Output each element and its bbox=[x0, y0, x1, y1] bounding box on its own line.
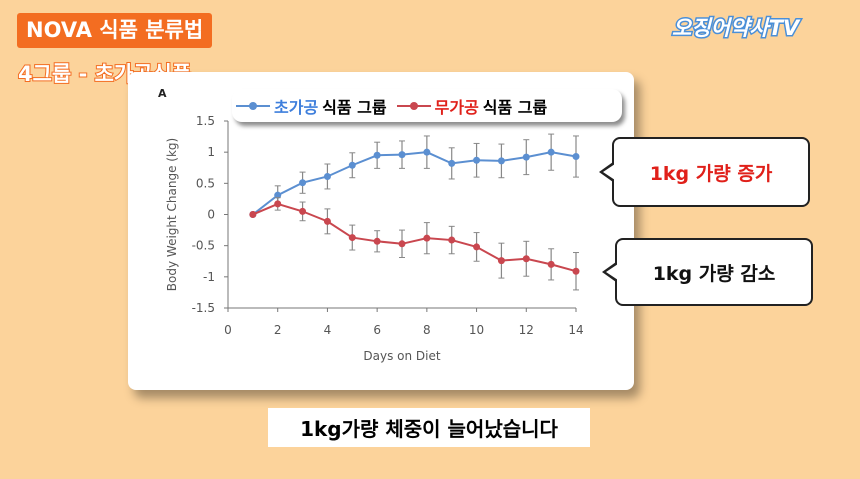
data-point bbox=[373, 151, 381, 159]
data-point bbox=[448, 236, 456, 244]
data-point bbox=[299, 179, 307, 187]
data-point bbox=[497, 157, 505, 165]
data-point bbox=[473, 156, 481, 164]
data-point bbox=[348, 161, 356, 169]
x-tick-label: 10 bbox=[469, 323, 484, 337]
caption: 1kg가량 체중이 늘어났습니다 bbox=[268, 408, 590, 447]
y-tick-label: 1 bbox=[207, 145, 215, 159]
y-tick-label: 0 bbox=[207, 208, 215, 222]
data-point bbox=[348, 234, 356, 242]
legend-marker-blue bbox=[236, 101, 270, 110]
legend: 초가공 식품 그룹 무가공 식품 그룹 bbox=[232, 89, 622, 122]
data-point bbox=[497, 257, 505, 265]
chart-card bbox=[128, 72, 634, 390]
data-point bbox=[572, 153, 580, 161]
legend-label: 식품 그룹 bbox=[482, 97, 548, 117]
data-point bbox=[323, 217, 331, 225]
x-tick-label: 2 bbox=[274, 323, 282, 337]
callout-gain: 1kg 가량 증가 bbox=[599, 137, 810, 207]
x-tick-label: 8 bbox=[423, 323, 431, 337]
panel-label: A bbox=[158, 87, 167, 100]
y-tick-label: -1 bbox=[203, 270, 215, 284]
x-tick-label: 12 bbox=[519, 323, 534, 337]
legend-item-processed: 초가공 식품 그룹 bbox=[236, 94, 387, 118]
legend-label: 식품 그룹 bbox=[322, 97, 387, 117]
data-point bbox=[373, 237, 381, 245]
data-point bbox=[274, 191, 282, 199]
data-point bbox=[398, 151, 406, 159]
data-point bbox=[274, 200, 282, 208]
y-tick-label: -0.5 bbox=[192, 239, 215, 253]
data-point bbox=[547, 148, 555, 156]
data-point bbox=[448, 159, 456, 167]
data-point bbox=[522, 255, 530, 263]
data-point bbox=[423, 234, 431, 242]
x-tick-label: 0 bbox=[224, 323, 232, 337]
callout-loss: 1kg 가량 감소 bbox=[602, 238, 813, 306]
channel-logo: 오징어약사TV bbox=[670, 15, 800, 42]
legend-item-unprocessed: 무가공 식품 그룹 bbox=[396, 94, 548, 118]
data-point bbox=[473, 243, 481, 251]
data-point bbox=[423, 148, 431, 156]
legend-highlight: 무가공 bbox=[434, 97, 479, 117]
x-tick-label: 14 bbox=[568, 323, 583, 337]
series-line-0 bbox=[252, 151, 577, 216]
page-title: NOVA 식품 분류법 bbox=[17, 13, 213, 48]
legend-marker-red bbox=[396, 101, 431, 110]
x-axis-label: Days on Diet bbox=[363, 349, 440, 363]
y-tick-label: 1.5 bbox=[196, 114, 215, 128]
legend-highlight: 초가공 bbox=[274, 97, 319, 117]
x-tick-label: 4 bbox=[324, 323, 332, 337]
y-tick-label: -1.5 bbox=[192, 301, 215, 315]
data-point bbox=[522, 153, 530, 161]
y-axis-label: Body Weight Change (kg) bbox=[165, 138, 179, 291]
x-tick-label: 6 bbox=[373, 323, 381, 337]
data-point bbox=[572, 267, 580, 275]
data-point bbox=[547, 260, 555, 268]
data-point bbox=[398, 240, 406, 248]
data-point bbox=[249, 211, 257, 218]
data-point bbox=[323, 172, 331, 180]
y-tick-label: 0.5 bbox=[196, 176, 215, 190]
series-line-1 bbox=[252, 202, 577, 273]
data-point bbox=[299, 207, 307, 215]
